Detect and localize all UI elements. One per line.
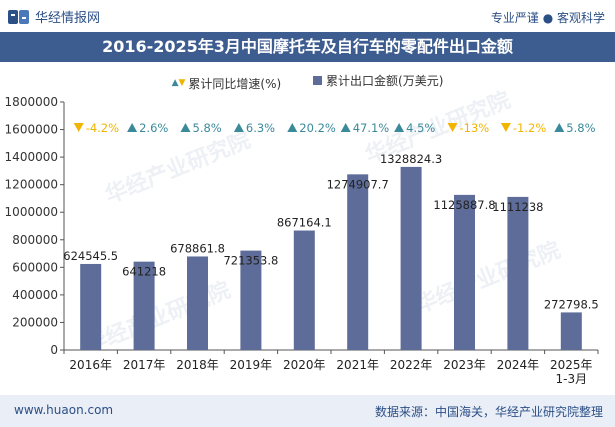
growth-rate-label: -4.2% [86,121,119,135]
x-tick-label: 2021年 [336,358,379,372]
bar-value-label: 721353.8 [223,254,278,268]
growth-down-marker [447,123,458,132]
y-tick-label: 1600000 [5,123,58,137]
bar-swatch-icon [313,76,323,85]
legend-growth[interactable]: ▲ ▼ 累计同比增速(%) [172,75,282,92]
top-bar: 华经情报网 专业严谨 ● 客观科学 [0,0,615,32]
brand-name: 华经情报网 [35,11,101,26]
bar [347,174,369,350]
bar [507,196,529,350]
growth-rate-label: -13% [460,121,490,135]
y-tick-label: 800000 [12,233,58,247]
bar-chart: 0 200000 400000 600000 800000 1000000 1200000 1… [5,95,599,386]
growth-up-marker [340,123,351,132]
growth-rate-label: 5.8% [566,121,595,135]
growth-rate-label: 47.1% [353,121,390,135]
growth-up-marker [180,123,191,132]
website-link[interactable]: www.huaon.com [14,403,114,417]
x-tick-label: 2016年 [69,358,112,372]
x-tick-label: 2019年 [230,358,273,372]
bar-value-label: 1125887.8 [433,198,495,212]
growth-up-marker [127,123,138,132]
data-source: 数据来源：中国海关，华经产业研究院整理 [374,405,603,419]
growth-up-marker [233,123,244,132]
bar-value-label: 1111238 [492,200,543,214]
growth-rate-label: 2.6% [139,121,168,135]
y-tick-label: 1400000 [5,150,58,164]
bar [400,166,422,350]
bar [240,250,262,350]
up-triangle-icon: ▲ [171,78,179,88]
bar-value-label: 678861.8 [170,241,225,255]
y-tick-label: 200000 [12,315,58,329]
x-tick-label: 2023年 [443,358,486,372]
tagline: 专业严谨 ● 客观科学 [490,11,605,25]
down-triangle-icon: ▼ [178,78,186,88]
bar-value-label: 1328824.3 [380,152,442,166]
growth-up-marker [287,123,298,132]
growth-down-marker [500,123,511,132]
growth-up-marker [554,123,565,132]
bar [560,312,582,350]
bar [454,194,475,350]
growth-down-marker [73,123,84,132]
footer: www.huaon.com 数据来源：中国海关，华经产业研究院整理 [0,395,615,427]
y-tick-label: 1800000 [5,95,58,109]
x-tick-label: 2025年 [550,358,593,372]
bar-value-label: 641218 [122,265,166,279]
x-tick-label: 1-3月 [555,372,587,386]
legend-growth-label: 累计同比增速(%) [188,76,282,91]
x-tick-label: 2022年 [390,358,433,372]
growth-up-marker [394,123,405,132]
y-tick-label: 0 [50,343,58,357]
bar-value-label: 1274907.7 [327,177,389,191]
bar-value-label: 272798.5 [544,297,599,311]
x-tick-label: 2024年 [497,358,540,372]
growth-rate-label: 6.3% [246,121,275,135]
legend-export[interactable]: 累计出口金额(万美元) [313,72,443,89]
y-tick-label: 1000000 [5,205,58,219]
chart-title: 2016-2025年3月中国摩托车及自行车的零配件出口金额 [0,32,615,62]
bar [187,256,208,350]
y-tick-label: 600000 [12,260,58,274]
bar [80,263,102,350]
growth-rate-label: 4.5% [406,121,435,135]
brand-logo-icon [8,9,29,24]
x-tick-label: 2017年 [123,358,166,372]
growth-rate-label: 20.2% [299,121,336,135]
legend: ▲ ▼ 累计同比增速(%) 累计出口金额(万美元) [0,72,615,92]
brand[interactable]: 华经情报网 [8,7,100,26]
legend-export-label: 累计出口金额(万美元) [326,74,444,88]
bar-value-label: 867164.1 [277,216,332,230]
x-tick-label: 2018年 [176,358,219,372]
growth-rate-label: -1.2% [513,121,546,135]
x-tick-label: 2020年 [283,358,326,372]
bar [133,261,155,350]
bar-value-label: 624545.5 [63,249,118,263]
y-tick-label: 1200000 [5,178,58,192]
growth-rate-label: 5.8% [193,121,222,135]
bar [293,230,315,350]
y-tick-label: 400000 [12,288,58,302]
